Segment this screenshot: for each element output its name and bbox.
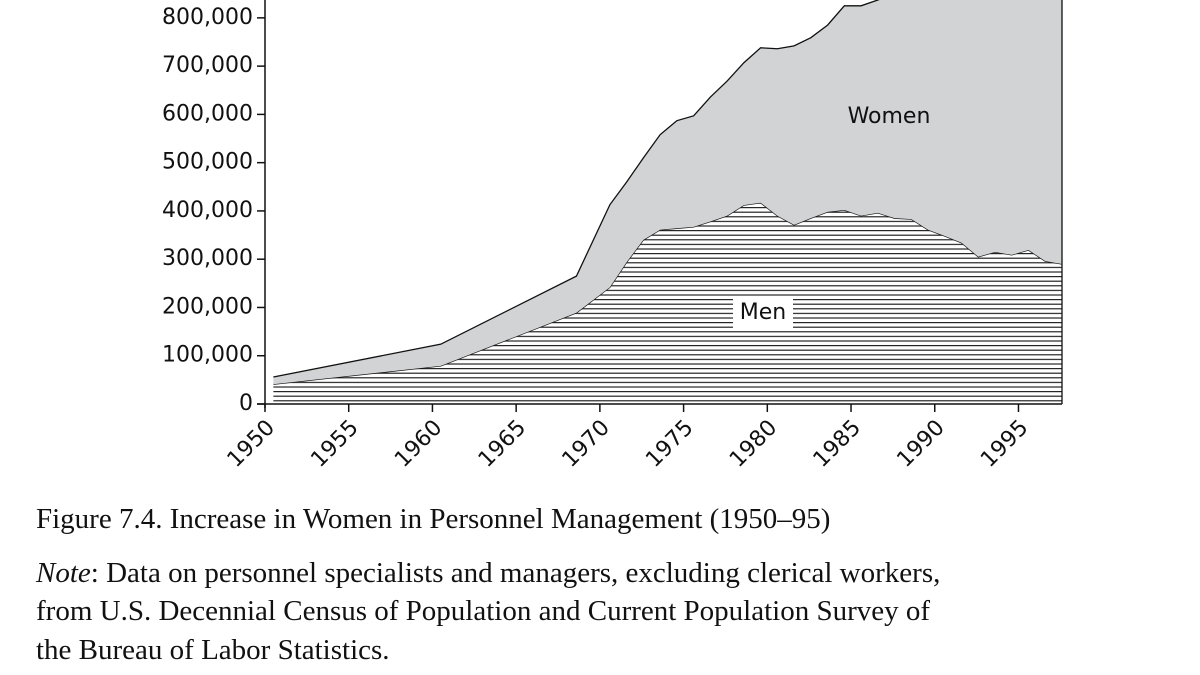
x-tick-label: 1950 (223, 415, 280, 472)
area-edge (273, 0, 880, 378)
area (273, 202, 1062, 404)
y-tick-label: 100,000 (162, 343, 253, 368)
x-tick-label: 1955 (306, 415, 363, 472)
y-tick-label: 400,000 (162, 198, 253, 223)
caption-title: Figure 7.4. Increase in Women in Personn… (36, 503, 831, 535)
x-tick-label: 1980 (725, 415, 782, 472)
note-line: : Data on personnel specialists and mana… (90, 557, 941, 589)
y-tick-label: 600,000 (162, 101, 253, 126)
chart: Men Women 0 100,000 200,000 300,000 400,000 500… (162, 0, 1063, 473)
area-edge (273, 202, 1062, 385)
x-tick-label: 1965 (474, 415, 531, 472)
note-line: from U.S. Decennial Census of Population… (36, 595, 931, 627)
y-tick-label: 200,000 (162, 294, 253, 319)
x-tick-label: 1960 (390, 415, 447, 472)
x-tick-label: 1975 (641, 415, 698, 472)
y-tick-label: 300,000 (162, 246, 253, 271)
x-tick-label: 1985 (809, 415, 866, 472)
y-tick-label: 700,000 (162, 53, 253, 78)
x-tick-label: 1995 (976, 415, 1033, 472)
note-line: the Bureau of Labor Statistics. (36, 634, 390, 666)
x-tick-label: 1990 (892, 415, 949, 472)
caption-note: Note: Data on personnel specialists and … (36, 557, 940, 590)
y-tick-label: 500,000 (162, 150, 253, 175)
note-label: Note (36, 557, 91, 589)
area (273, 0, 1062, 385)
x-tick-label: 1970 (558, 415, 615, 472)
label-box (733, 296, 793, 330)
series-label: Men (740, 300, 786, 325)
y-tick-label: 0 (239, 391, 253, 416)
y-tick-label: 800,000 (162, 5, 253, 30)
series-label: Women (848, 104, 931, 129)
